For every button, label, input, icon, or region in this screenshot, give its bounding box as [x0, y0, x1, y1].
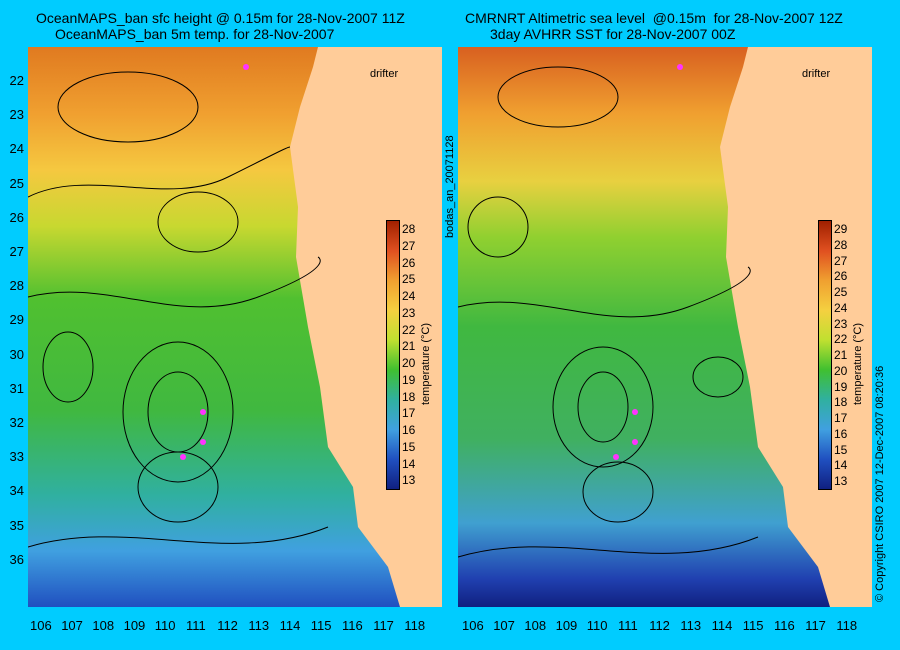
- colorbar-tick: 18: [834, 395, 848, 410]
- longitude-tick: 109: [123, 618, 146, 633]
- colorbar-tick: 15: [402, 439, 416, 454]
- latitude-tick: 35: [9, 517, 24, 533]
- longitude-tick: 106: [30, 618, 52, 633]
- right-colorbar-label: temperature (°C): [852, 322, 864, 405]
- colorbar-tick: 20: [834, 363, 848, 378]
- colorbar-tick: 25: [402, 272, 416, 287]
- right-contours: [458, 66, 759, 558]
- latitude-tick: 22: [9, 73, 24, 88]
- longitude-tick: 114: [279, 618, 301, 633]
- left-drifter-tracks: [180, 64, 249, 460]
- colorbar-tick: 22: [834, 332, 848, 347]
- colorbar-tick: 27: [834, 253, 848, 268]
- longitude-tick: 107: [493, 618, 515, 633]
- longitude-tick: 117: [373, 618, 394, 633]
- longitude-tick: 112: [649, 618, 670, 633]
- colorbar-tick: 21: [402, 339, 416, 354]
- longitude-tick: 107: [61, 618, 83, 633]
- longitude-tick: 116: [774, 618, 795, 633]
- latitude-tick: 32: [9, 415, 24, 430]
- longitude-tick: 110: [586, 618, 608, 633]
- run-identifier: bodas_an_20071128: [444, 135, 456, 238]
- longitude-tick: 109: [555, 618, 578, 633]
- right-drifter-label: drifter: [802, 68, 831, 80]
- left-contours: [28, 71, 329, 548]
- longitude-tick: 108: [92, 618, 115, 633]
- latitude-tick: 26: [9, 209, 24, 225]
- longitude-tick: 116: [342, 618, 363, 633]
- colorbar-tick: 17: [402, 406, 416, 421]
- colorbar-tick: 25: [834, 285, 848, 300]
- left-land: [290, 47, 442, 607]
- latitude-tick: 34: [9, 483, 24, 499]
- latitude-tick: 29: [9, 312, 24, 328]
- colorbar-tick: 18: [402, 389, 416, 404]
- longitude-tick: 118: [404, 618, 426, 633]
- right-drifter-tracks: [613, 64, 683, 460]
- colorbar-tick: 16: [834, 426, 848, 441]
- longitude-tick: 106: [462, 618, 484, 633]
- left-drifter-label: drifter: [370, 68, 399, 80]
- right-title-line1: CMRNRT Altimetric sea level @0.15m for 2…: [465, 10, 843, 26]
- colorbar-tick: 22: [402, 322, 416, 337]
- colorbar-tick: 17: [834, 411, 848, 426]
- colorbar-tick: 20: [402, 356, 416, 370]
- colorbar-tick: 26: [402, 255, 416, 270]
- latitude-tick: 23: [9, 107, 24, 123]
- latitude-tick: 28: [9, 278, 24, 294]
- colorbar-tick: 24: [834, 300, 848, 315]
- longitude-tick: 111: [186, 618, 206, 633]
- colorbar-tick: 14: [402, 456, 416, 471]
- longitude-tick: 115: [310, 618, 332, 633]
- right-colorbar: [818, 220, 832, 490]
- longitude-tick: 111: [618, 618, 638, 633]
- colorbar-tick: 13: [834, 474, 848, 489]
- left-colorbar-label: temperature (°C): [420, 322, 432, 405]
- colorbar-tick: 16: [402, 423, 416, 437]
- copyright-text: © Copyright CSIRO 2007 12-Dec-2007 08:20…: [874, 365, 886, 602]
- latitude-tick: 27: [9, 244, 24, 259]
- latitude-tick: 25: [9, 175, 24, 191]
- latitude-tick: 36: [9, 551, 24, 567]
- longitude-tick: 115: [742, 618, 764, 633]
- colorbar-tick: 19: [834, 379, 848, 394]
- colorbar-tick: 21: [834, 348, 848, 363]
- longitude-tick: 112: [217, 618, 238, 633]
- right-title-line2: 3day AVHRR SST for 28-Nov-2007 00Z: [490, 26, 736, 42]
- longitude-tick: 117: [805, 618, 826, 633]
- latitude-tick: 24: [9, 141, 24, 157]
- longitude-tick: 110: [154, 618, 176, 633]
- longitude-tick: 118: [836, 618, 858, 633]
- colorbar-tick: 15: [834, 442, 848, 457]
- longitude-tick: 113: [248, 618, 270, 633]
- colorbar-tick: 27: [402, 238, 416, 253]
- right-map-panel: [458, 47, 872, 607]
- latitude-tick: 30: [9, 346, 24, 362]
- latitude-tick: 33: [9, 449, 24, 465]
- left-colorbar: [386, 220, 400, 490]
- colorbar-tick: 26: [834, 269, 848, 284]
- colorbar-tick: 13: [402, 473, 416, 488]
- colorbar-tick: 24: [402, 289, 416, 303]
- colorbar-tick: 14: [834, 458, 848, 473]
- left-map-panel: [28, 47, 442, 607]
- longitude-tick: 114: [711, 618, 733, 633]
- latitude-tick: 31: [9, 380, 24, 396]
- longitude-tick: 113: [680, 618, 702, 633]
- colorbar-tick: 23: [834, 316, 848, 331]
- longitude-tick: 108: [524, 618, 547, 633]
- colorbar-tick: 19: [402, 372, 416, 387]
- colorbar-tick: 29: [834, 222, 848, 236]
- colorbar-tick: 23: [402, 305, 416, 320]
- left-title-line2: OceanMAPS_ban 5m temp. for 28-Nov-2007: [55, 26, 335, 42]
- right-land: [720, 47, 872, 607]
- left-title-line1: OceanMAPS_ban sfc height @ 0.15m for 28-…: [36, 10, 405, 26]
- colorbar-tick: 28: [402, 222, 416, 236]
- colorbar-tick: 28: [834, 237, 848, 252]
